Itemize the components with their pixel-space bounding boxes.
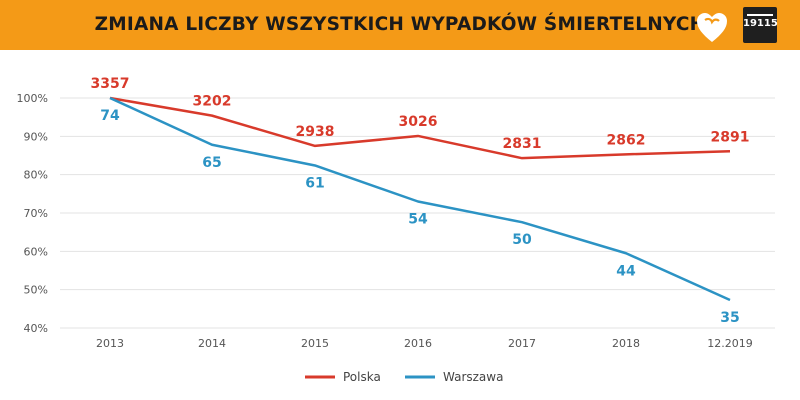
- y-tick-label: 60%: [24, 245, 48, 258]
- y-tick-label: 100%: [17, 92, 48, 105]
- warszawa-legend-label: Warszawa: [443, 370, 503, 384]
- y-tick-label: 80%: [24, 169, 48, 182]
- warszawa-data-label: 50: [512, 232, 532, 248]
- polska-data-label: 2831: [503, 136, 542, 152]
- warszawa-data-label: 44: [616, 263, 636, 279]
- chart-title: ZMIANA LICZBY WSZYSTKICH WYPADKÓW ŚMIERT…: [94, 14, 706, 35]
- warszawa-data-label: 74: [100, 108, 120, 124]
- city-badge: 19115: [743, 7, 778, 43]
- y-tick-label: 90%: [24, 130, 48, 143]
- x-tick-label: 2016: [404, 337, 432, 350]
- orange-heart-logo-icon: [697, 13, 727, 42]
- badge-number: 19115: [743, 18, 778, 29]
- polska-data-label: 2938: [296, 124, 335, 140]
- x-tick-label: 12.2019: [707, 337, 753, 350]
- x-tick-label: 2014: [198, 337, 226, 350]
- warszawa-data-label: 54: [408, 212, 428, 228]
- x-tick-label: 2013: [96, 337, 124, 350]
- x-tick-label: 2018: [612, 337, 640, 350]
- header-bar: ZMIANA LICZBY WSZYSTKICH WYPADKÓW ŚMIERT…: [0, 0, 800, 50]
- x-tick-label: 2017: [508, 337, 536, 350]
- polska-data-label: 2891: [711, 129, 750, 145]
- warszawa-data-label: 61: [305, 175, 324, 191]
- polska-data-label: 3357: [91, 76, 130, 92]
- polska-data-label: 3026: [399, 114, 438, 130]
- y-tick-label: 70%: [24, 207, 48, 220]
- warszawa-data-label: 35: [720, 310, 739, 326]
- y-tick-label: 50%: [24, 284, 48, 297]
- polska-legend-label: Polska: [343, 370, 381, 384]
- y-tick-label: 40%: [24, 322, 48, 335]
- warszawa-data-label: 65: [202, 155, 221, 171]
- warszawa-series-line: [109, 96, 731, 302]
- badge-bar: [747, 14, 773, 16]
- polska-data-label: 2862: [607, 132, 646, 148]
- polska-series-line: [109, 96, 731, 160]
- x-tick-label: 2015: [301, 337, 329, 350]
- polska-data-label: 3202: [193, 94, 232, 110]
